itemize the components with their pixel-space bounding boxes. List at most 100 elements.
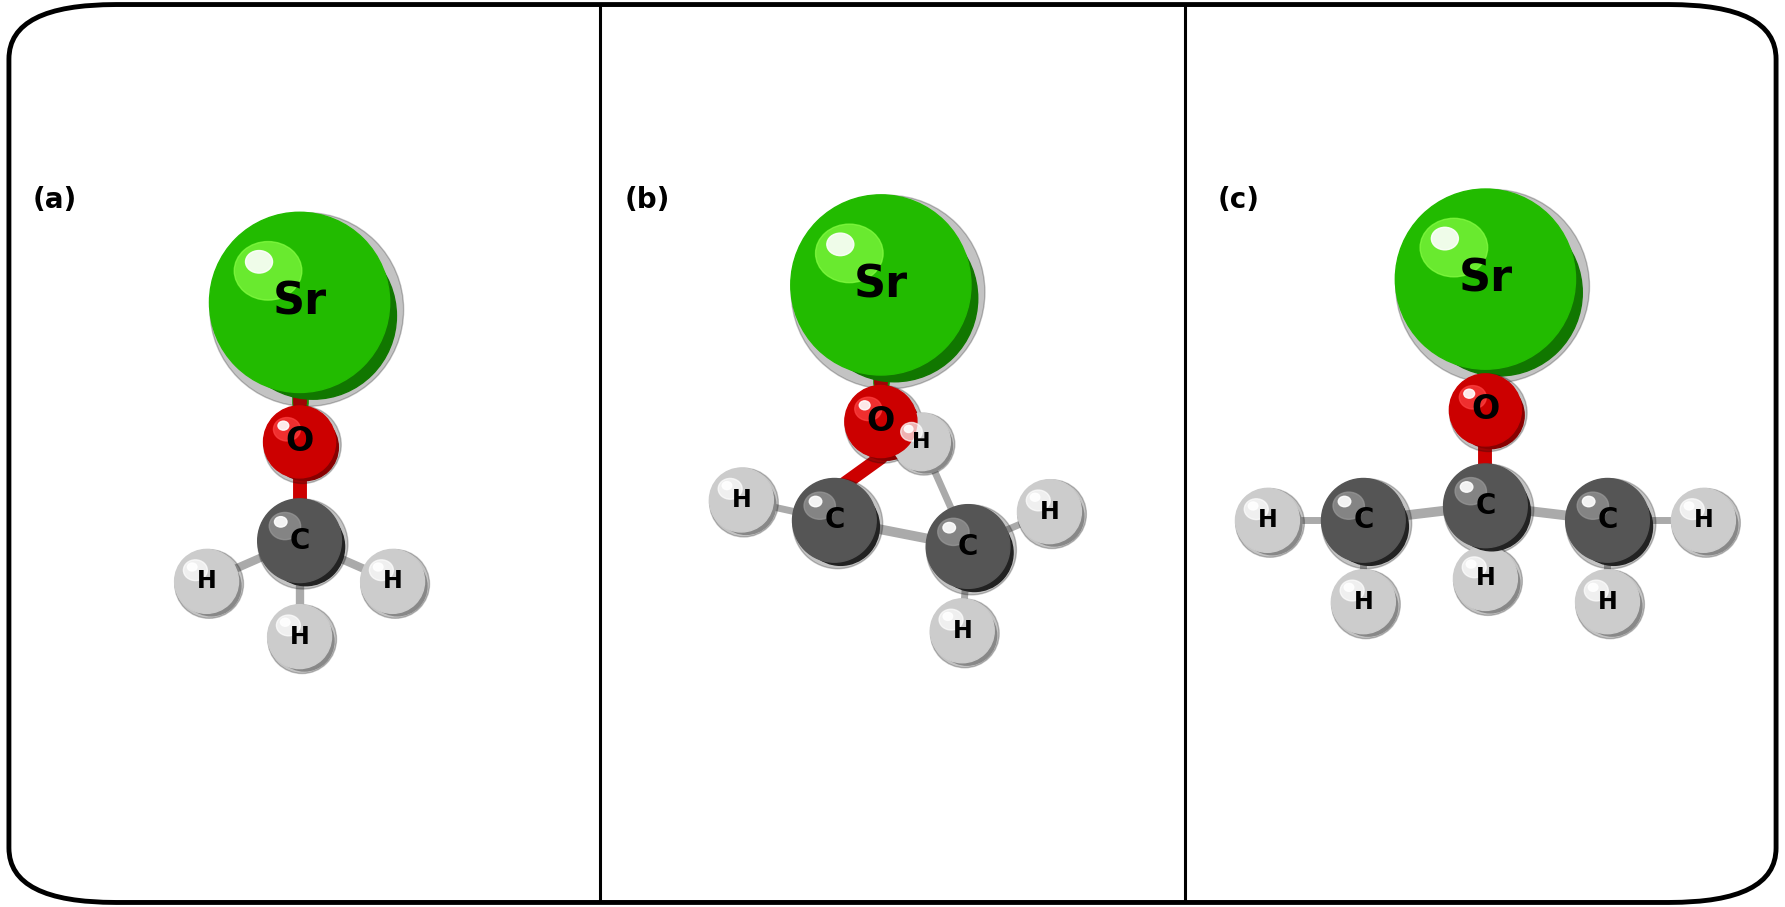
Ellipse shape	[1449, 374, 1526, 452]
Ellipse shape	[1585, 580, 1608, 601]
Ellipse shape	[718, 478, 743, 499]
Ellipse shape	[182, 557, 241, 616]
Ellipse shape	[278, 421, 289, 430]
Ellipse shape	[710, 468, 778, 537]
Ellipse shape	[809, 496, 821, 507]
Ellipse shape	[942, 522, 955, 533]
Ellipse shape	[1341, 580, 1364, 601]
Ellipse shape	[1458, 382, 1524, 449]
Ellipse shape	[1242, 495, 1301, 555]
Ellipse shape	[1565, 479, 1649, 562]
Ellipse shape	[211, 213, 403, 406]
Ellipse shape	[1583, 577, 1642, 636]
Ellipse shape	[1332, 488, 1408, 565]
Ellipse shape	[280, 619, 289, 626]
Text: H: H	[953, 619, 973, 643]
Ellipse shape	[1235, 488, 1299, 552]
Text: Sr: Sr	[273, 281, 327, 324]
Ellipse shape	[257, 499, 341, 582]
Text: (c): (c)	[1217, 186, 1260, 214]
Ellipse shape	[1344, 583, 1353, 591]
Text: H: H	[382, 570, 402, 593]
Text: C: C	[289, 527, 311, 555]
Ellipse shape	[1248, 502, 1258, 510]
Ellipse shape	[1396, 189, 1576, 369]
Ellipse shape	[1576, 570, 1639, 634]
Ellipse shape	[1460, 482, 1473, 493]
Ellipse shape	[1396, 190, 1589, 383]
Ellipse shape	[1565, 479, 1656, 569]
Ellipse shape	[175, 550, 243, 619]
Ellipse shape	[368, 557, 427, 616]
Ellipse shape	[1444, 464, 1528, 548]
Ellipse shape	[1465, 561, 1476, 568]
Text: C: C	[1353, 506, 1373, 534]
Ellipse shape	[234, 241, 302, 300]
Text: O: O	[286, 425, 314, 458]
Ellipse shape	[1332, 570, 1399, 639]
Ellipse shape	[859, 401, 869, 410]
Ellipse shape	[271, 414, 339, 481]
Ellipse shape	[275, 517, 287, 527]
Ellipse shape	[1017, 480, 1082, 543]
Ellipse shape	[1576, 570, 1644, 639]
Ellipse shape	[855, 397, 882, 421]
Ellipse shape	[1432, 228, 1458, 249]
Ellipse shape	[1030, 493, 1041, 502]
Ellipse shape	[1339, 577, 1398, 636]
Ellipse shape	[1421, 219, 1487, 277]
Ellipse shape	[844, 385, 923, 463]
Ellipse shape	[826, 233, 853, 256]
Ellipse shape	[373, 563, 384, 571]
Ellipse shape	[803, 493, 835, 520]
Ellipse shape	[1244, 499, 1267, 520]
Text: C: C	[1474, 492, 1496, 520]
Ellipse shape	[1464, 389, 1474, 398]
Ellipse shape	[892, 414, 955, 475]
Ellipse shape	[273, 417, 300, 441]
Ellipse shape	[1333, 493, 1364, 520]
Ellipse shape	[1671, 489, 1740, 557]
Text: C: C	[1598, 506, 1617, 534]
Ellipse shape	[1460, 385, 1487, 409]
Ellipse shape	[257, 499, 348, 589]
Ellipse shape	[361, 550, 430, 619]
Ellipse shape	[793, 479, 876, 562]
Ellipse shape	[937, 606, 996, 665]
Ellipse shape	[935, 514, 1014, 591]
Ellipse shape	[930, 599, 1000, 668]
Ellipse shape	[853, 394, 919, 460]
Text: O: O	[1471, 394, 1499, 426]
Ellipse shape	[716, 475, 776, 534]
Ellipse shape	[793, 479, 884, 569]
Ellipse shape	[1449, 374, 1521, 446]
Ellipse shape	[1026, 490, 1050, 511]
Ellipse shape	[268, 605, 332, 668]
Text: H: H	[1353, 590, 1373, 614]
Ellipse shape	[277, 615, 300, 636]
Ellipse shape	[926, 504, 1010, 589]
Text: H: H	[289, 625, 309, 649]
Ellipse shape	[1460, 553, 1519, 613]
Ellipse shape	[791, 195, 985, 389]
Ellipse shape	[1235, 489, 1305, 557]
Ellipse shape	[926, 505, 1016, 595]
Text: H: H	[1039, 500, 1059, 523]
Ellipse shape	[268, 605, 337, 674]
Ellipse shape	[1017, 480, 1087, 549]
Ellipse shape	[723, 482, 732, 490]
Text: (a): (a)	[32, 186, 77, 214]
Ellipse shape	[1455, 478, 1487, 505]
Ellipse shape	[184, 560, 207, 580]
Ellipse shape	[844, 385, 917, 457]
Ellipse shape	[901, 423, 923, 441]
Ellipse shape	[1453, 473, 1530, 551]
Text: (b): (b)	[625, 186, 671, 214]
Ellipse shape	[1416, 210, 1582, 376]
Ellipse shape	[268, 508, 345, 586]
Ellipse shape	[892, 413, 950, 471]
Text: H: H	[732, 488, 751, 512]
Ellipse shape	[1453, 547, 1517, 610]
Ellipse shape	[905, 425, 912, 433]
Ellipse shape	[942, 612, 953, 620]
